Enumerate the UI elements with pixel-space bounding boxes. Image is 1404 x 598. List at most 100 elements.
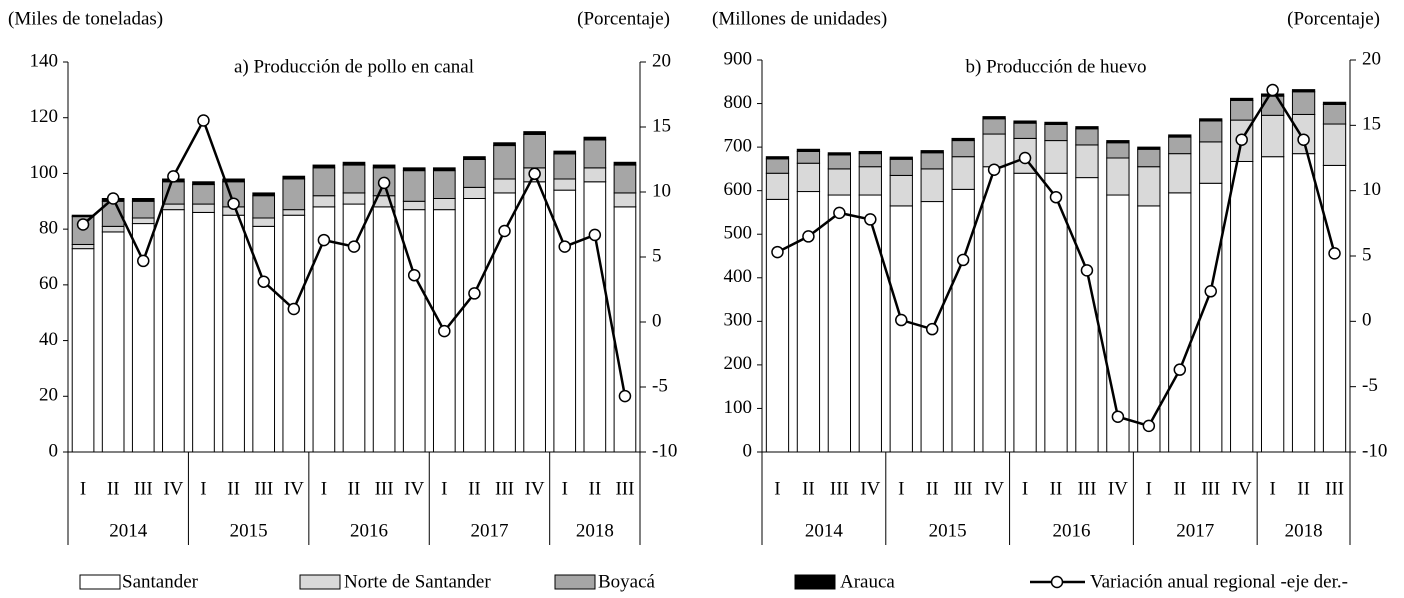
x-tick-label: IV xyxy=(404,478,424,499)
x-tick-label: I xyxy=(1269,478,1275,499)
bar-segment xyxy=(1013,172,1037,453)
bar-segment xyxy=(858,150,882,155)
y2-axis-label: (Porcentaje) xyxy=(577,8,670,29)
bar-segment xyxy=(252,217,276,227)
y-tick-label: 700 xyxy=(724,135,753,156)
bar-segment xyxy=(613,192,637,208)
x-tick-label: I xyxy=(898,478,904,499)
bar-segment xyxy=(1013,120,1037,124)
bar-segment xyxy=(1106,142,1130,159)
group-label: 2015 xyxy=(230,520,268,541)
line-marker xyxy=(317,233,331,247)
line-marker xyxy=(1018,151,1032,165)
bar-segment xyxy=(192,203,215,213)
y-tick-label: 400 xyxy=(724,266,753,287)
x-tick-label: I xyxy=(321,478,327,499)
legend-swatch xyxy=(554,574,596,590)
legend-swatch xyxy=(79,574,121,590)
x-tick-label: IV xyxy=(284,478,304,499)
y2-tick-label: 20 xyxy=(652,50,671,71)
bar-segment xyxy=(951,140,975,158)
bar-segment xyxy=(858,153,882,168)
line-marker xyxy=(227,197,240,210)
bar-segment xyxy=(523,133,546,169)
bar-segment xyxy=(1230,97,1254,102)
y2-tick-label: 5 xyxy=(652,245,662,266)
x-tick-label: III xyxy=(1201,478,1220,499)
line-marker xyxy=(197,114,210,127)
bar-segment xyxy=(192,181,215,186)
bar-segment xyxy=(1106,140,1130,144)
y-tick-label: 0 xyxy=(49,440,59,461)
line-marker xyxy=(106,192,120,205)
bar-segment xyxy=(827,194,852,453)
bar-segment xyxy=(765,156,790,160)
bar-segment xyxy=(342,192,366,205)
bar-segment xyxy=(613,206,637,453)
y2-tick-label: 10 xyxy=(1362,179,1381,200)
x-tick-label: III xyxy=(495,478,514,499)
y-tick-label: 0 xyxy=(743,440,753,461)
y2-tick-label: 20 xyxy=(1362,48,1381,69)
bar-segment xyxy=(765,198,790,453)
y-tick-label: 900 xyxy=(724,48,753,69)
bar-segment xyxy=(1044,123,1068,142)
bar-segment xyxy=(312,195,336,208)
bar-segment xyxy=(342,164,366,194)
y2-tick-label: 0 xyxy=(652,310,662,331)
bar-segment xyxy=(1322,123,1347,166)
line-marker xyxy=(347,240,361,253)
bar-segment xyxy=(1137,148,1161,168)
bar-segment xyxy=(827,152,852,156)
bar-segment xyxy=(222,178,245,183)
line-marker xyxy=(407,268,421,282)
y-tick-label: 20 xyxy=(39,385,58,406)
legend-label: Santander xyxy=(122,571,199,592)
line-marker xyxy=(438,324,451,338)
bar-segment xyxy=(101,231,125,453)
line-marker xyxy=(498,224,511,238)
x-tick-label: I xyxy=(200,478,206,499)
bar-segment xyxy=(583,139,607,169)
line-marker xyxy=(956,253,970,267)
bar-segment xyxy=(858,194,882,453)
bar-segment xyxy=(372,164,396,169)
bar-segment xyxy=(1137,146,1161,150)
legend-label: Norte de Santander xyxy=(344,571,491,592)
bar-segment xyxy=(402,170,426,202)
line-marker xyxy=(833,206,846,220)
group-label: 2018 xyxy=(576,520,614,541)
bar-segment xyxy=(1260,156,1285,453)
bar-segment xyxy=(432,198,456,211)
bar-segment xyxy=(1168,134,1192,138)
bar-segment xyxy=(222,214,245,453)
y-axis-label: (Miles de toneladas) xyxy=(8,8,163,29)
line-marker xyxy=(802,230,815,243)
bar-segment xyxy=(493,178,516,194)
legend-swatch xyxy=(794,574,836,590)
bar-segment xyxy=(192,184,215,205)
bar-segment xyxy=(583,136,607,141)
y-tick-label: 100 xyxy=(724,397,753,418)
line-marker xyxy=(618,389,632,403)
line-marker xyxy=(76,218,90,231)
bar-segment xyxy=(493,142,516,147)
x-tick-label: IV xyxy=(860,478,880,499)
line-marker xyxy=(528,167,541,181)
group-label: 2014 xyxy=(805,520,844,541)
line-marker xyxy=(137,254,150,268)
bar-segment xyxy=(402,200,426,211)
bar-segment xyxy=(131,198,155,202)
bar-segment xyxy=(282,178,306,211)
bar-segment xyxy=(312,167,336,197)
bar-segment xyxy=(1291,91,1316,115)
bar-segment xyxy=(463,156,486,160)
y-tick-label: 600 xyxy=(724,179,753,200)
group-label: 2018 xyxy=(1285,520,1323,541)
bar-segment xyxy=(827,154,852,170)
legend-label: Boyacá xyxy=(598,571,656,592)
bar-segment xyxy=(1230,100,1254,121)
bar-segment xyxy=(1137,166,1161,207)
x-tick-label: IV xyxy=(1232,478,1252,499)
